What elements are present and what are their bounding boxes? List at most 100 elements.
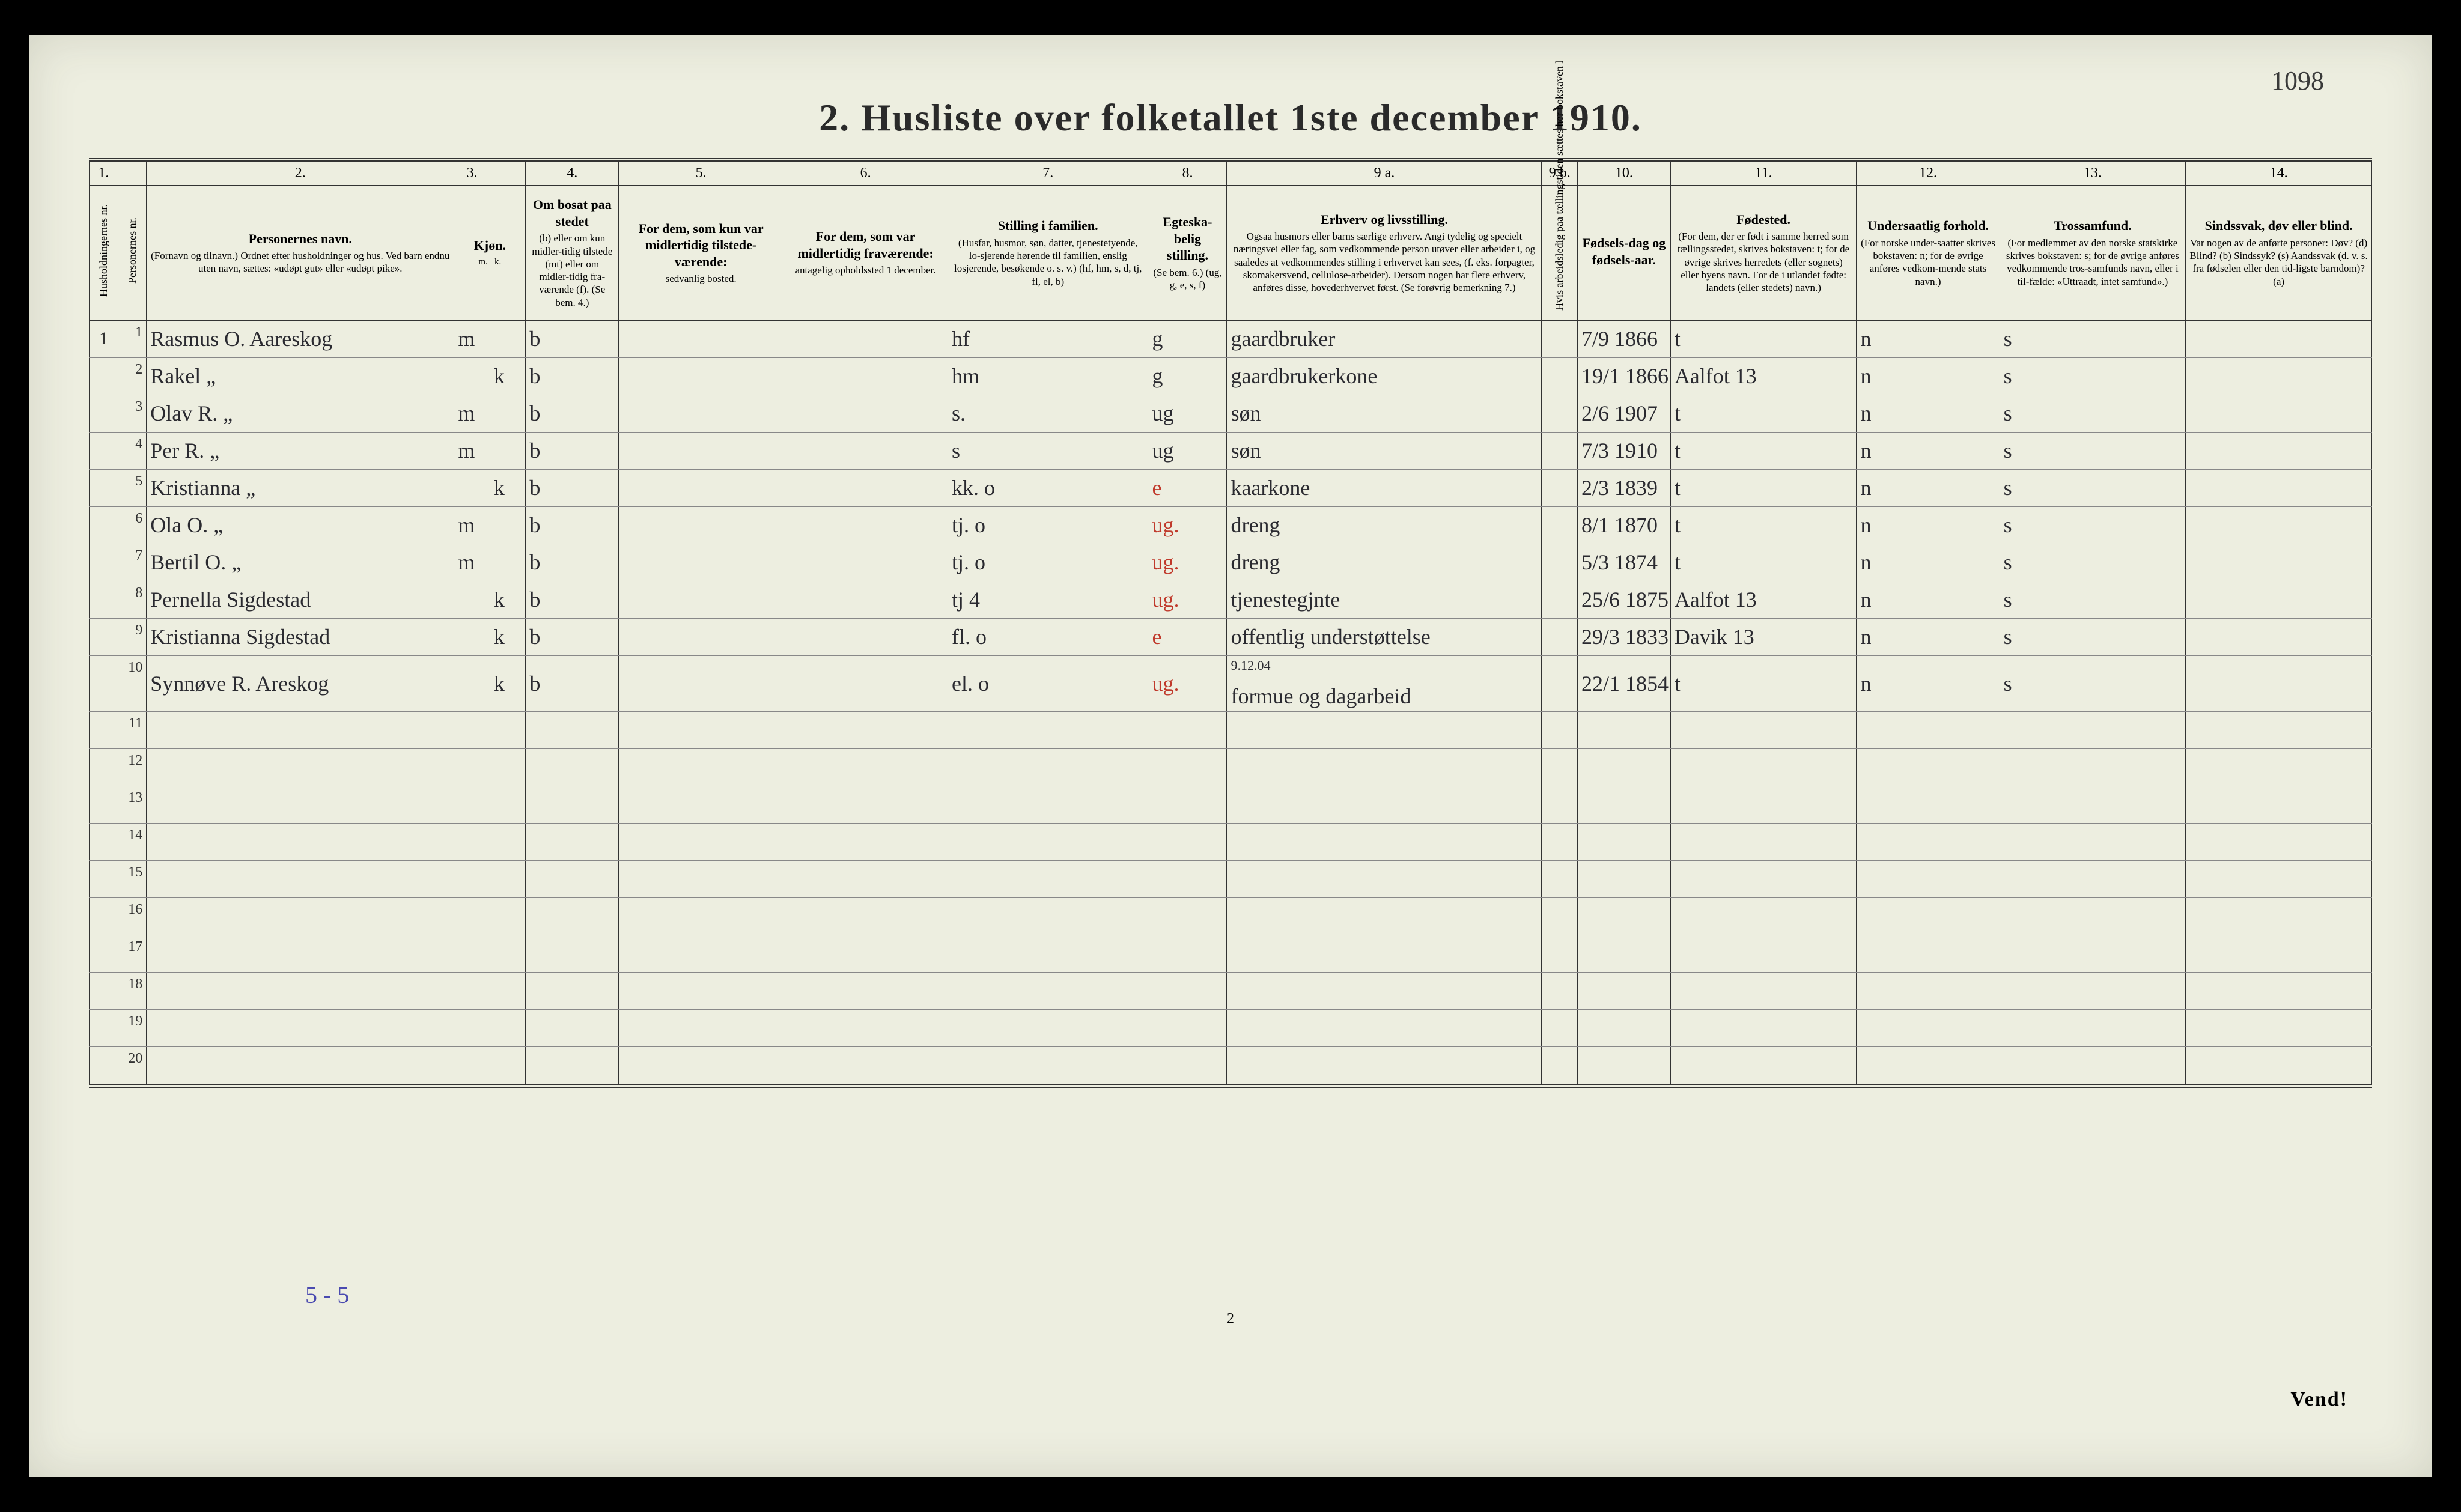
table-row: 17 <box>90 935 2372 972</box>
cell-hh-nr <box>90 618 118 655</box>
table-row: 20 <box>90 1046 2372 1084</box>
cell-birthplace: t <box>1670 655 1857 711</box>
cell-occupation: søn <box>1227 432 1542 469</box>
cell-unemployed <box>1542 618 1578 655</box>
cell-name: Pernella Sigdestad <box>147 581 454 618</box>
table-row: 11Rasmus O. Aareskogmbhfggaardbruker7/9 … <box>90 320 2372 357</box>
empty-cell <box>619 935 783 972</box>
cell-temp-present <box>619 544 783 581</box>
empty-cell <box>490 823 526 860</box>
cell-birthplace: Aalfot 13 <box>1670 357 1857 395</box>
header-temp-present: For dem, som kun var midlertidig tilsted… <box>619 186 783 321</box>
empty-cell <box>2186 1046 2372 1084</box>
cell-birthplace: Davik 13 <box>1670 618 1857 655</box>
empty-cell <box>1542 823 1578 860</box>
empty-cell <box>1670 711 1857 748</box>
cell-residence: b <box>526 320 619 357</box>
cell-temp-present <box>619 320 783 357</box>
table-row: 3Olav R. „mbs.ugsøn2/6 1907tns <box>90 395 2372 432</box>
empty-cell <box>2186 786 2372 823</box>
cell-person-nr: 9 <box>118 618 147 655</box>
cell-occupation: dreng <box>1227 544 1542 581</box>
table-row: 6Ola O. „mbtj. oug.dreng8/1 1870tns <box>90 506 2372 544</box>
cell-nationality: n <box>1857 320 2000 357</box>
empty-cell <box>526 935 619 972</box>
empty-cell <box>783 860 948 897</box>
cell-unemployed <box>1542 320 1578 357</box>
empty-cell <box>454 860 490 897</box>
cell-nationality: n <box>1857 618 2000 655</box>
cell-occupation: 9.12.04formue og dagarbeid <box>1227 655 1542 711</box>
cell-birthplace: t <box>1670 432 1857 469</box>
empty-cell <box>147 711 454 748</box>
cell-temp-absent <box>783 320 948 357</box>
cell-dob: 5/3 1874 <box>1578 544 1671 581</box>
empty-cell <box>526 1046 619 1084</box>
cell-hh-nr <box>90 581 118 618</box>
cell-religion: s <box>2000 469 2186 506</box>
cell-sex-m: m <box>454 506 490 544</box>
header-name: Personernes navn.(Fornavn og tilnavn.) O… <box>147 186 454 321</box>
empty-cell <box>454 1046 490 1084</box>
empty-cell <box>1578 823 1671 860</box>
cell-sex-k: k <box>490 581 526 618</box>
empty-cell <box>1542 860 1578 897</box>
cell-name: Synnøve R. Areskog <box>147 655 454 711</box>
empty-cell <box>1857 1009 2000 1046</box>
empty-cell <box>1227 748 1542 786</box>
cell-occupation: kaarkone <box>1227 469 1542 506</box>
cell-residence: b <box>526 618 619 655</box>
cell-temp-absent <box>783 357 948 395</box>
empty-cell <box>1227 972 1542 1009</box>
cell-person-nr: 6 <box>118 506 147 544</box>
empty-cell <box>147 1046 454 1084</box>
empty-cell <box>1148 1009 1227 1046</box>
cell-dob: 8/1 1870 <box>1578 506 1671 544</box>
empty-cell <box>1670 748 1857 786</box>
table-row: 10XSynnøve R. Areskogkbel. oug.9.12.04fo… <box>90 655 2372 711</box>
empty-cell <box>619 972 783 1009</box>
table-row: 18 <box>90 972 2372 1009</box>
col-number: 13. <box>2000 162 2186 186</box>
empty-cell <box>147 935 454 972</box>
cell-dob: 29/3 1833 <box>1578 618 1671 655</box>
empty-cell <box>526 823 619 860</box>
column-number-row: 1.2.3.4.5.6.7.8.9 a.9 b.10.11.12.13.14. <box>90 162 2372 186</box>
cell-person-nr: 1 <box>118 320 147 357</box>
col-number: 9 a. <box>1227 162 1542 186</box>
cell-hh-nr <box>90 469 118 506</box>
empty-cell <box>1542 786 1578 823</box>
cell-person-nr: 11 <box>118 711 147 748</box>
table-row: 11 <box>90 711 2372 748</box>
cell-person-nr: 16 <box>118 897 147 935</box>
empty-cell <box>1227 935 1542 972</box>
col-number: 11. <box>1670 162 1857 186</box>
cell-temp-absent <box>783 432 948 469</box>
cell-person-nr: 13 <box>118 786 147 823</box>
cell-disability <box>2186 655 2372 711</box>
empty-cell <box>526 860 619 897</box>
census-table-wrap: 1.2.3.4.5.6.7.8.9 a.9 b.10.11.12.13.14. … <box>89 158 2372 1088</box>
col-number: 14. <box>2186 162 2372 186</box>
empty-cell <box>490 935 526 972</box>
empty-cell <box>454 1009 490 1046</box>
cell-hh-nr <box>90 655 118 711</box>
empty-cell <box>948 897 1148 935</box>
cell-family-pos: kk. o <box>948 469 1148 506</box>
cell-residence: b <box>526 469 619 506</box>
empty-cell <box>1857 860 2000 897</box>
table-row: 7Bertil O. „mbtj. oug.dreng5/3 1874tns <box>90 544 2372 581</box>
empty-cell <box>490 711 526 748</box>
empty-cell <box>948 860 1148 897</box>
cell-sex-m <box>454 357 490 395</box>
cell-sex-k: k <box>490 655 526 711</box>
cell-family-pos: s <box>948 432 1148 469</box>
empty-cell <box>1148 1046 1227 1084</box>
col-number: 2. <box>147 162 454 186</box>
cell-unemployed <box>1542 432 1578 469</box>
cell-temp-present <box>619 432 783 469</box>
cell-person-nr: 3 <box>118 395 147 432</box>
empty-cell <box>1578 860 1671 897</box>
cell-nationality: n <box>1857 655 2000 711</box>
empty-cell <box>1148 935 1227 972</box>
